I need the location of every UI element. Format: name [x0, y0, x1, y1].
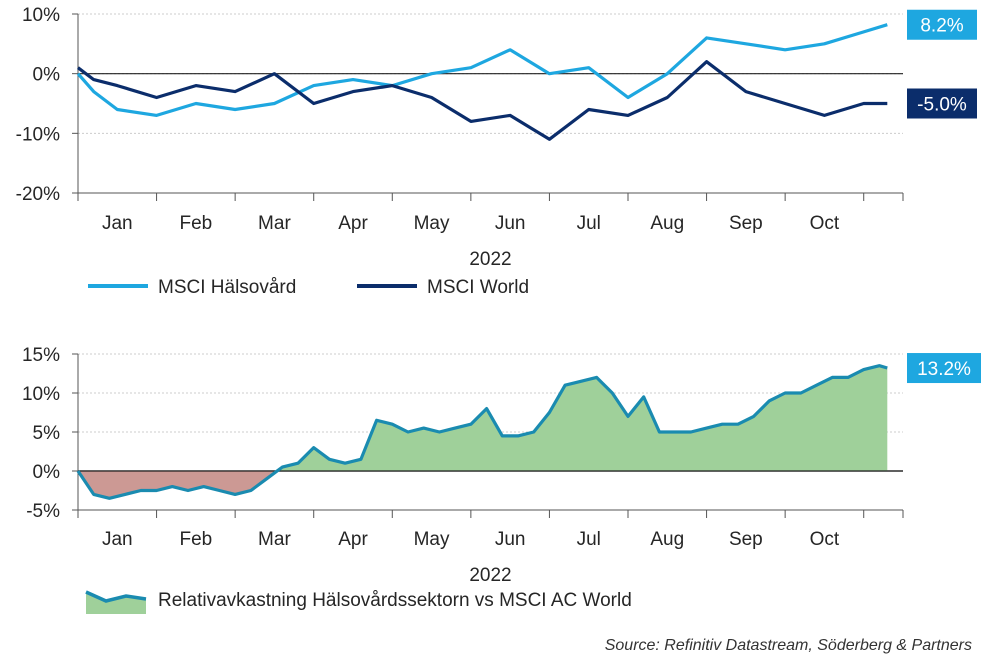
x-tick-label: Aug — [650, 529, 684, 550]
series-line-1 — [76, 23, 888, 117]
area-negative — [78, 471, 888, 499]
y-tick-label: 5% — [33, 423, 61, 444]
area-positive — [78, 365, 888, 471]
x-tick-label: May — [414, 529, 450, 550]
end-value-label: 13.2% — [917, 359, 971, 380]
legend-label: Relativavkastning Hälsovårdssektorn vs M… — [158, 590, 632, 611]
source-note: Source: Refinitiv Datastream, Söderberg … — [604, 637, 972, 654]
x-tick-label: Jul — [577, 213, 601, 234]
series-line-relative — [76, 364, 888, 500]
end-value-badge — [907, 9, 977, 40]
end-value-badge — [907, 353, 981, 384]
end-value-label: -5.0% — [917, 95, 967, 116]
y-tick-label: -10% — [16, 124, 60, 145]
y-tick-label: -5% — [26, 501, 60, 522]
x-tick-label: Mar — [258, 529, 291, 550]
x-tick-label: Sep — [729, 529, 763, 550]
y-tick-label: 15% — [22, 345, 60, 366]
x-tick-label: Apr — [338, 213, 368, 234]
x-tick-label: Jan — [102, 529, 133, 550]
y-tick-label: 10% — [22, 5, 60, 26]
y-tick-label: -20% — [16, 184, 60, 205]
legend-label: MSCI World — [427, 277, 529, 298]
x-axis-year-label: 2022 — [469, 249, 511, 270]
x-tick-label: May — [414, 213, 450, 234]
chart-2: 15% 10% 5% 0% -5% Jan Feb Mar Apr May Jun Jul Aug Sep… — [22, 345, 981, 614]
x-axis-year-label: 2022 — [469, 565, 511, 586]
x-tick-label: Aug — [650, 213, 684, 234]
x-tick-label: Feb — [179, 213, 212, 234]
legend: Relativavkastning Hälsovårdssektorn vs M… — [85, 590, 632, 614]
legend-label: MSCI Hälsovård — [158, 277, 296, 298]
x-tick-label: Jun — [495, 213, 526, 234]
end-value-badge — [907, 88, 977, 119]
y-tick-label: 0% — [33, 65, 61, 86]
x-tick-label: Feb — [179, 529, 212, 550]
legend: MSCI Hälsovård MSCI World — [88, 277, 529, 298]
y-tick-label: 0% — [33, 462, 61, 483]
x-tick-label: Oct — [810, 529, 840, 550]
x-tick-label: Jul — [577, 529, 601, 550]
x-tick-label: Sep — [729, 213, 763, 234]
x-tick-label: Apr — [338, 529, 368, 550]
x-tick-label: Oct — [810, 213, 840, 234]
series-line-2 — [77, 60, 888, 141]
legend-swatch-line — [85, 590, 147, 603]
x-tick-label: Mar — [258, 213, 291, 234]
x-tick-label: Jan — [102, 213, 133, 234]
y-tick-label: 10% — [22, 384, 60, 405]
chart-1: 10% 0% -10% -20% Jan Feb Mar Apr May Jun Jul Aug Sep… — [16, 5, 977, 298]
x-tick-label: Jun — [495, 529, 526, 550]
end-value-label: 8.2% — [920, 16, 963, 37]
